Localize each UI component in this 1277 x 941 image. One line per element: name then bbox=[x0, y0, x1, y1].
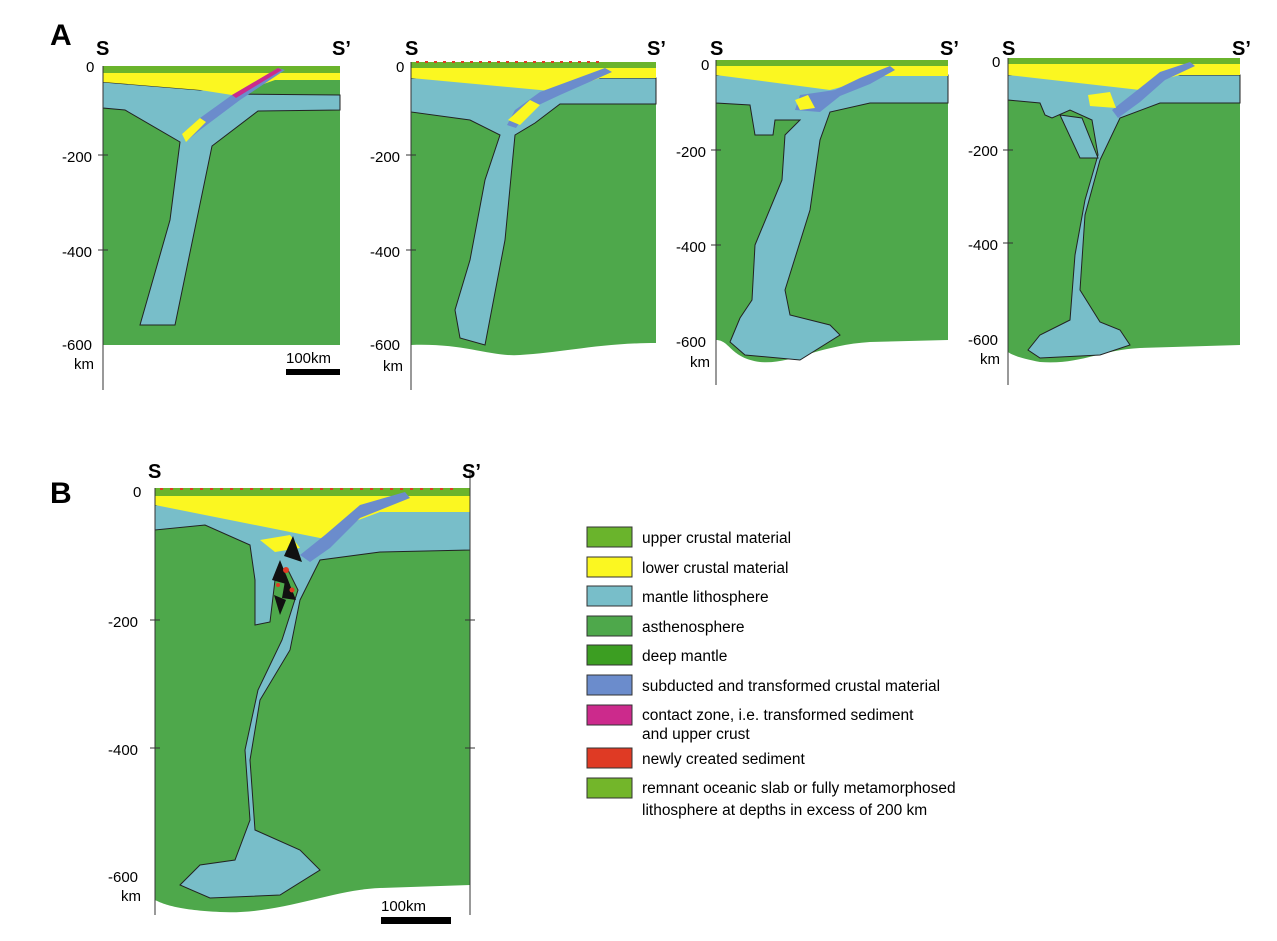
depth-tick-0: 0 bbox=[396, 59, 404, 76]
subducted-crust bbox=[182, 68, 285, 140]
section-start-label: S bbox=[405, 38, 418, 60]
legend-item: lower crustal material bbox=[586, 556, 788, 578]
depth-tick-0: 0 bbox=[86, 59, 94, 76]
legend-label: subducted and transformed crustal materi… bbox=[642, 678, 940, 695]
section-start-label: S bbox=[710, 38, 723, 60]
legend-swatch bbox=[586, 556, 633, 578]
legend-swatch bbox=[586, 747, 633, 769]
legend-label: deep mantle bbox=[642, 648, 727, 665]
depth-unit: km bbox=[690, 354, 710, 371]
cross-section-b bbox=[150, 470, 475, 915]
cross-section-a1 bbox=[98, 66, 341, 390]
depth-unit: km bbox=[121, 888, 141, 905]
section-start-label: S bbox=[96, 38, 109, 60]
section-end-label: S’ bbox=[1232, 38, 1251, 60]
legend-label: contact zone, i.e. transformed sediment bbox=[642, 707, 914, 724]
legend-item: mantle lithosphere bbox=[586, 585, 769, 607]
depth-tick-200: -200 bbox=[676, 144, 706, 161]
scale-bar-label: 100km bbox=[381, 898, 426, 915]
legend-swatch bbox=[586, 585, 633, 607]
contact-zone bbox=[232, 68, 282, 98]
legend-label: newly created sediment bbox=[642, 751, 806, 768]
depth-tick-600: -600 bbox=[676, 334, 706, 351]
legend-item: upper crustal material bbox=[586, 526, 791, 548]
legend: upper crustal material lower crustal mat… bbox=[586, 526, 956, 819]
legend-swatch bbox=[586, 644, 633, 666]
upper-crust-layer bbox=[103, 66, 340, 73]
legend-item: deep mantle bbox=[586, 644, 727, 666]
depth-tick-600: -600 bbox=[108, 869, 138, 886]
legend-label: mantle lithosphere bbox=[642, 589, 769, 606]
legend-label-line2: lithosphere at depths in excess of 200 k… bbox=[642, 802, 927, 819]
depth-tick-0: 0 bbox=[133, 484, 141, 501]
section-end-label: S’ bbox=[940, 38, 959, 60]
depth-tick-400: -400 bbox=[108, 742, 138, 759]
legend-label: asthenosphere bbox=[642, 619, 745, 636]
depth-tick-0: 0 bbox=[992, 54, 1000, 71]
scale-bar-label: 100km bbox=[286, 350, 331, 367]
scale-bar bbox=[381, 917, 451, 924]
cross-section-a4 bbox=[1003, 58, 1241, 385]
legend-swatch bbox=[586, 526, 633, 548]
depth-tick-600: -600 bbox=[62, 337, 92, 354]
depth-tick-200: -200 bbox=[108, 614, 138, 631]
legend-item: contact zone, i.e. transformed sediment … bbox=[586, 704, 914, 743]
legend-swatch bbox=[586, 674, 633, 696]
section-end-label: S’ bbox=[647, 38, 666, 60]
legend-item: asthenosphere bbox=[586, 615, 745, 637]
legend-label: remnant oceanic slab or fully metamorpho… bbox=[642, 780, 956, 797]
cross-section-a2 bbox=[406, 61, 657, 390]
legend-label: lower crustal material bbox=[642, 560, 788, 577]
section-end-label: S’ bbox=[462, 461, 481, 483]
panel-label-b: B bbox=[50, 477, 72, 510]
section-start-label: S bbox=[148, 461, 161, 483]
depth-tick-200: -200 bbox=[370, 149, 400, 166]
scale-bar bbox=[286, 369, 340, 375]
depth-tick-400: -400 bbox=[676, 239, 706, 256]
cross-section-a3 bbox=[711, 60, 949, 385]
depth-tick-200: -200 bbox=[968, 143, 998, 160]
depth-unit: km bbox=[980, 351, 1000, 368]
section-start-label: S bbox=[1002, 38, 1015, 60]
lower-crust-layer bbox=[103, 73, 340, 95]
depth-tick-0: 0 bbox=[701, 57, 709, 74]
section-end-label: S’ bbox=[332, 38, 351, 60]
legend-label: upper crustal material bbox=[642, 530, 791, 547]
legend-item: remnant oceanic slab or fully metamorpho… bbox=[586, 777, 956, 819]
legend-label-line2: and upper crust bbox=[642, 726, 750, 743]
legend-swatch bbox=[586, 615, 633, 637]
depth-tick-600: -600 bbox=[968, 332, 998, 349]
depth-tick-400: -400 bbox=[968, 237, 998, 254]
depth-tick-200: -200 bbox=[62, 149, 92, 166]
depth-unit: km bbox=[74, 356, 94, 373]
depth-tick-400: -400 bbox=[370, 244, 400, 261]
legend-item: newly created sediment bbox=[586, 747, 806, 769]
legend-item: subducted and transformed crustal materi… bbox=[586, 674, 940, 696]
legend-swatch bbox=[586, 777, 633, 799]
depth-tick-600: -600 bbox=[370, 337, 400, 354]
depth-tick-400: -400 bbox=[62, 244, 92, 261]
panel-label-a: A bbox=[50, 19, 72, 52]
legend-swatch bbox=[586, 704, 633, 726]
depth-unit: km bbox=[383, 358, 403, 375]
